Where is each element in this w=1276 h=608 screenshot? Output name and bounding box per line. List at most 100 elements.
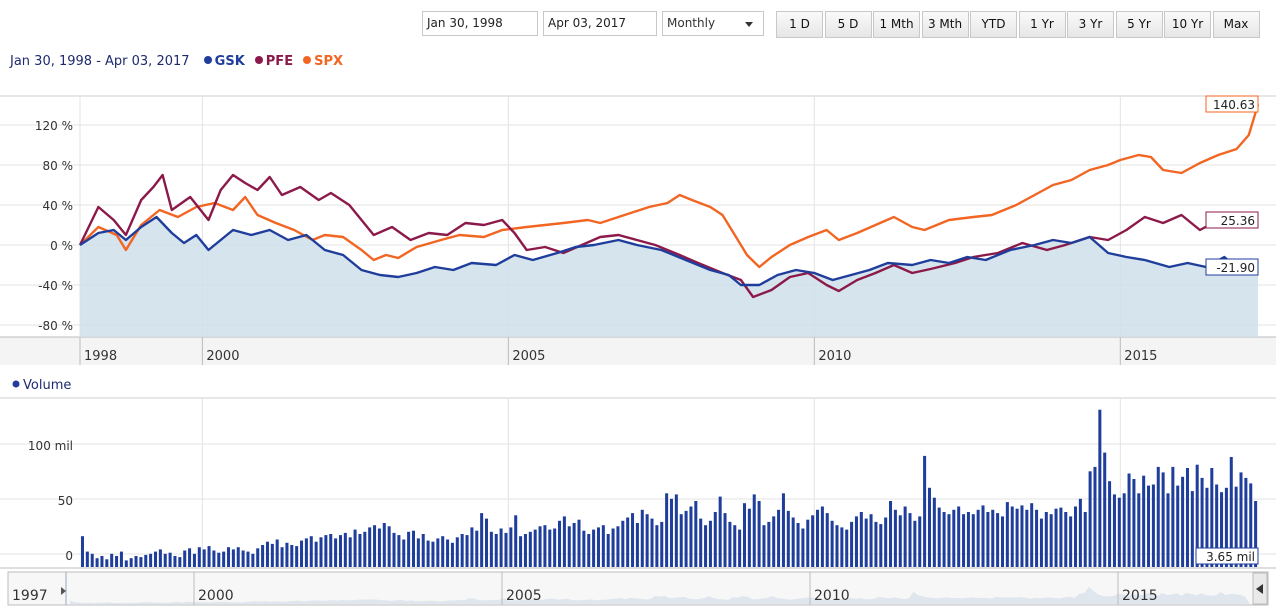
volume-bar <box>962 514 966 567</box>
volume-bar <box>280 547 284 567</box>
volume-title: Volume <box>23 378 71 393</box>
volume-bar <box>270 543 274 567</box>
volume-bar <box>275 539 279 567</box>
last-value-label-pfe: 25.36 <box>1221 214 1255 228</box>
range-button-5-yr[interactable]: 5 Yr <box>1115 11 1163 38</box>
volume-bar <box>723 513 727 567</box>
volume-bar <box>879 524 883 567</box>
from-date-input[interactable]: Jan 30, 1998 <box>422 11 538 36</box>
volume-bar <box>957 506 961 567</box>
volume-bar <box>251 553 255 567</box>
volume-bar <box>460 534 464 567</box>
volume-bar <box>942 512 946 567</box>
legend-item-label: GSK <box>214 54 245 69</box>
volume-bar <box>655 525 659 567</box>
volume-last-value-label: 3.65 mil <box>1206 550 1255 564</box>
volume-bar <box>129 558 133 567</box>
volume-bar <box>1069 516 1073 567</box>
volume-bar <box>246 551 250 567</box>
navigator-year-label: 1997 <box>12 588 48 604</box>
volume-bar <box>1132 479 1136 567</box>
volume-bar <box>1234 486 1238 567</box>
interval-select[interactable]: Monthly <box>662 11 764 36</box>
range-button-1-yr[interactable]: 1 Yr <box>1018 11 1066 38</box>
legend-item-spx[interactable]: SPX <box>303 54 343 69</box>
volume-bar <box>290 545 294 567</box>
x-tick-label: 2005 <box>512 349 545 364</box>
volume-y-tick-label: 0 <box>65 549 73 563</box>
volume-bar <box>606 534 610 567</box>
navigator-left-arrow-icon[interactable] <box>61 587 66 595</box>
volume-bar <box>874 521 878 567</box>
volume-bar <box>227 547 231 567</box>
volume-bar <box>441 536 445 567</box>
volume-bar <box>635 523 639 567</box>
volume-bar <box>1039 518 1043 567</box>
volume-bar <box>110 553 114 567</box>
volume-bar <box>806 519 810 567</box>
volume-bar <box>1205 487 1209 567</box>
volume-y-tick-label: 100 mil <box>28 439 73 453</box>
volume-bar <box>952 509 956 567</box>
volume-bar <box>368 527 372 567</box>
volume-bar <box>1176 485 1180 567</box>
volume-bar <box>859 512 863 567</box>
volume-bar <box>115 556 119 567</box>
y-tick-label: 40 % <box>43 199 74 213</box>
legend-item-gsk[interactable]: GSK <box>203 54 245 69</box>
volume-bar <box>1200 477 1204 567</box>
volume-bar <box>1074 506 1078 567</box>
volume-bar <box>416 538 420 567</box>
range-button-3-yr[interactable]: 3 Yr <box>1067 11 1114 38</box>
volume-bar <box>577 519 581 567</box>
legend-item-pfe[interactable]: PFE <box>254 54 293 69</box>
volume-bar <box>1171 466 1175 567</box>
volume-bar <box>1142 475 1146 567</box>
volume-bar <box>684 510 688 567</box>
volume-bar <box>105 559 109 567</box>
volume-bar <box>300 540 304 567</box>
range-button-10-yr[interactable]: 10 Yr <box>1164 11 1211 38</box>
x-tick-label: 2010 <box>818 349 851 364</box>
navigator-year-label: 2000 <box>198 588 234 604</box>
range-button-5-d[interactable]: 5 D <box>824 11 872 38</box>
volume-bar <box>236 547 240 567</box>
volume-bar <box>80 536 84 567</box>
volume-bar <box>411 530 415 567</box>
volume-bar <box>796 523 800 567</box>
volume-bar <box>348 537 352 567</box>
volume-bar <box>913 520 917 567</box>
volume-bar <box>489 531 493 567</box>
volume-bar <box>188 548 192 567</box>
range-button-3-mth[interactable]: 3 Mth <box>921 11 969 38</box>
volume-bar <box>1181 476 1185 567</box>
volume-bar <box>733 525 737 567</box>
to-date-input[interactable]: Apr 03, 2017 <box>543 11 657 36</box>
volume-bar <box>387 526 391 567</box>
range-button-max[interactable]: Max <box>1212 11 1260 38</box>
volume-bar <box>338 535 342 567</box>
last-value-box-spx <box>1205 95 1259 113</box>
range-button-ytd[interactable]: YTD <box>970 11 1017 38</box>
volume-bar <box>572 523 576 567</box>
x-axis-band <box>0 337 1276 365</box>
volume-bar <box>1054 508 1058 567</box>
range-button-1-mth[interactable]: 1 Mth <box>873 11 920 38</box>
volume-bar <box>1000 516 1004 567</box>
volume-bar <box>217 552 221 567</box>
volume-bar <box>207 546 211 567</box>
volume-bar <box>631 513 635 567</box>
volume-bar <box>295 546 299 567</box>
volume-bar <box>1210 468 1214 567</box>
price-panel: 120 % 80 % 40 % 0 % -40 % -80 % 1998 2000 2005 20… <box>0 95 1276 365</box>
volume-bar <box>212 550 216 567</box>
volume-bar <box>436 538 440 567</box>
volume-bar <box>90 553 94 567</box>
navigator-year-label: 2010 <box>814 588 850 604</box>
range-button-1-d[interactable]: 1 D <box>776 11 823 38</box>
gsk-area <box>80 217 1258 337</box>
volume-bar <box>1030 503 1034 567</box>
volume-bar <box>781 493 785 567</box>
volume-bar <box>772 516 776 567</box>
volume-last-value-box <box>1195 547 1259 565</box>
